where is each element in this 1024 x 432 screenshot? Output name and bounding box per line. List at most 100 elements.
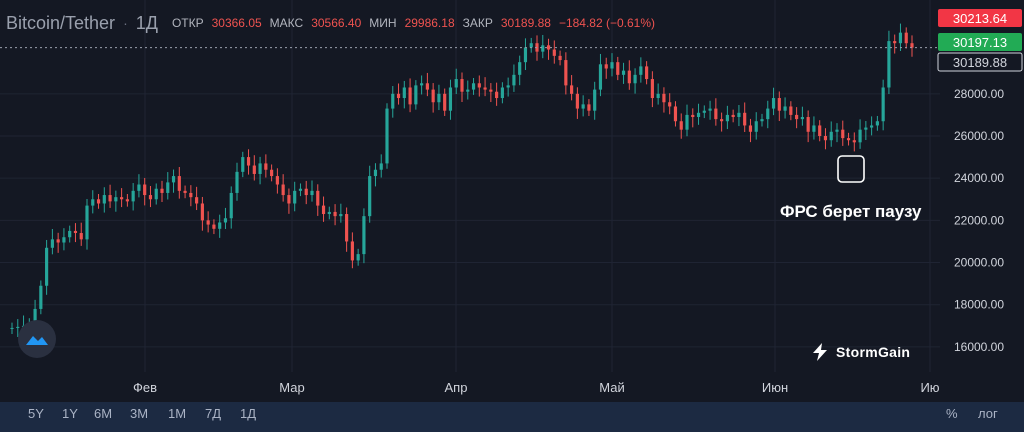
range-5y-button[interactable]: 5Y (28, 406, 44, 421)
candle-body (575, 93, 579, 109)
grid-lines (0, 0, 940, 372)
annotation-text: ФРС берет паузу (780, 202, 922, 221)
candle-body (875, 121, 879, 126)
range-7d-button[interactable]: 7Д (205, 406, 222, 421)
time-tick-label: Ию (920, 380, 939, 395)
candle-body (460, 79, 464, 92)
price-axis[interactable]: 16000.00 18000.00 20000.00 22000.00 24000.00… (954, 87, 1004, 354)
candle-body (887, 41, 891, 88)
candle-body (604, 64, 608, 69)
candle-body (166, 182, 170, 193)
price-tick-label: 18000.00 (954, 298, 1004, 312)
price-label-text: 30189.88 (953, 55, 1007, 70)
candle-body (246, 157, 251, 166)
candle-body (425, 83, 429, 90)
log-scale-button[interactable]: лог (978, 406, 998, 421)
candle-body (102, 195, 106, 204)
candle-body (535, 43, 539, 52)
candle-body (293, 190, 297, 204)
candle-body (96, 199, 101, 204)
candle-body (218, 222, 222, 229)
candle-body (910, 43, 914, 48)
candle-body (558, 55, 562, 61)
candle-body (650, 79, 654, 99)
candle-body (812, 125, 816, 132)
candle-body (62, 237, 66, 243)
candle-body (870, 125, 874, 128)
candle-body (748, 125, 753, 132)
candle-body (385, 108, 389, 164)
candles-group (10, 23, 914, 337)
candle-body (708, 108, 712, 111)
price-tick-label: 16000.00 (954, 340, 1004, 354)
logo-button[interactable] (18, 320, 56, 358)
candle-body (598, 64, 603, 90)
candle-body (471, 83, 476, 90)
candle-body (252, 165, 256, 174)
candle-body (795, 114, 799, 120)
close-value: 30189.88 (500, 16, 551, 30)
candle-body (68, 230, 72, 238)
cloud-logo-icon (26, 336, 48, 345)
candle-body (783, 106, 787, 111)
candle-body (737, 112, 741, 118)
open-value: 30366.05 (211, 16, 262, 30)
brand-name: StormGain (836, 344, 911, 360)
candle-body (229, 192, 233, 219)
candle-body (616, 62, 620, 75)
open-label: ОТКР (171, 16, 204, 30)
candle-body (691, 114, 695, 118)
candle-body (771, 98, 776, 109)
candle-body (541, 45, 545, 52)
candle-body (91, 199, 95, 206)
candle-body (79, 233, 83, 240)
range-3m-button[interactable]: 3M (130, 406, 149, 421)
candle-body (645, 66, 649, 80)
time-tick-label: Май (599, 380, 624, 395)
candle-body (518, 62, 522, 75)
candle-body (345, 214, 349, 242)
symbol-name[interactable]: Bitcoin/Tether (6, 12, 116, 33)
range-1y-button[interactable]: 1Y (62, 406, 78, 421)
high-value: 30566.40 (311, 16, 362, 30)
candle-body (668, 102, 672, 107)
candle-body (685, 114, 689, 130)
candle-body (189, 192, 193, 198)
range-1d-button[interactable]: 1Д (240, 406, 257, 421)
candle-body (633, 74, 637, 84)
range-1m-button[interactable]: 1M (168, 406, 187, 421)
candle-body (483, 87, 487, 90)
range-6m-button[interactable]: 6M (94, 406, 113, 421)
candle-body (402, 87, 406, 99)
candle-body (264, 163, 268, 170)
candle-body (39, 285, 43, 309)
candle-body (610, 62, 614, 69)
candle-body (258, 163, 262, 174)
percent-scale-button[interactable]: % (946, 406, 958, 421)
candle-body (806, 117, 810, 132)
candle-body (679, 121, 683, 130)
candle-body (529, 43, 533, 48)
candle-body (818, 125, 822, 136)
candle-body (108, 195, 112, 202)
time-tick-label: Фев (133, 380, 157, 395)
highlight-box (837, 155, 865, 183)
candle-body (131, 190, 135, 202)
price-labels: 30213.64 30197.13 30189.88 (937, 9, 1023, 72)
low-label: МИН (369, 16, 397, 30)
candle-body (587, 104, 591, 111)
candle-body (864, 127, 868, 130)
candle-body (835, 129, 839, 132)
candle-body (639, 66, 643, 75)
candle-body (212, 224, 216, 229)
candle-body (350, 241, 354, 261)
time-axis[interactable]: Фев Мар Апр Май Июн Ию (133, 380, 940, 395)
candle-body (275, 176, 279, 185)
candle-body (760, 119, 764, 122)
timeframe[interactable]: 1Д (135, 12, 158, 33)
candle-body (454, 79, 458, 88)
candle-body (396, 93, 401, 99)
candle-body (195, 197, 199, 204)
candle-body (725, 114, 729, 122)
